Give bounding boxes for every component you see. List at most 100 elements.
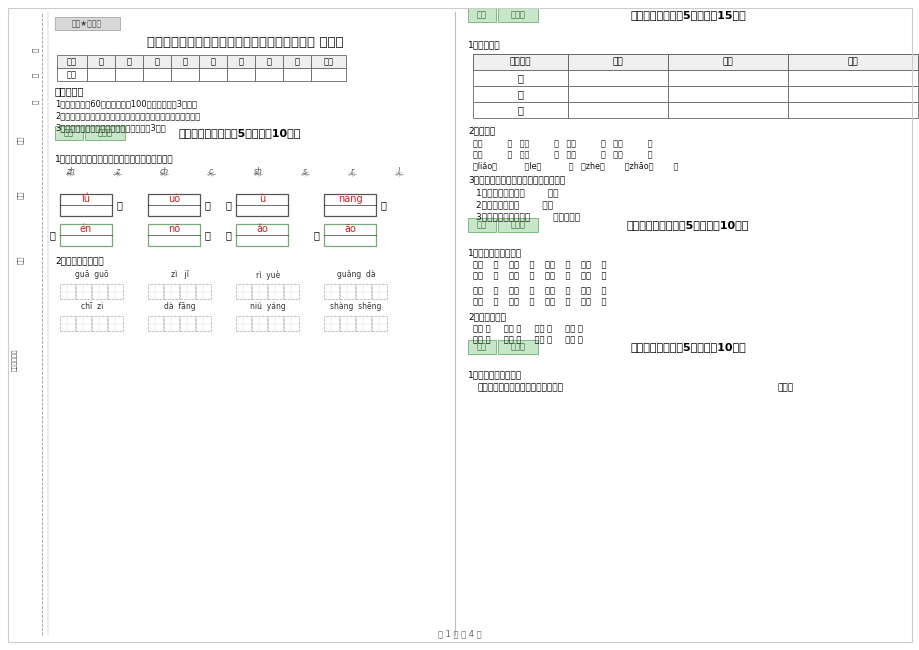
- Bar: [788, 102, 917, 118]
- Bar: [180, 284, 195, 299]
- Bar: [323, 284, 338, 299]
- Bar: [164, 284, 179, 299]
- Text: 下: 下: [205, 200, 210, 210]
- Bar: [284, 316, 299, 331]
- Text: 德（    ）    住（    ）    他（    ）    香（    ）: 德（ ） 住（ ） 他（ ） 香（ ）: [472, 297, 606, 306]
- Bar: [236, 316, 251, 331]
- Bar: [164, 316, 179, 331]
- Text: 2、看拼音写词语。: 2、看拼音写词语。: [55, 256, 104, 265]
- Bar: [60, 224, 112, 246]
- Text: 1、考试时间：60分钟。满分为100分（含卷面分3分）。: 1、考试时间：60分钟。满分为100分（含卷面分3分）。: [55, 99, 197, 108]
- Text: 不用染料不用笔，几步就成一幅画。: 不用染料不用笔，几步就成一幅画。: [478, 383, 563, 392]
- Bar: [196, 284, 210, 299]
- Text: 2、爷爷老，我（        ）。: 2、爷爷老，我（ ）。: [475, 200, 552, 209]
- Bar: [171, 68, 199, 81]
- Text: 情: 情: [517, 73, 523, 83]
- Bar: [667, 86, 788, 102]
- Bar: [85, 126, 125, 140]
- Bar: [252, 284, 267, 299]
- Bar: [115, 55, 142, 68]
- Bar: [283, 68, 311, 81]
- Text: 题号: 题号: [67, 57, 77, 66]
- Bar: [60, 316, 75, 331]
- Text: 情（          ）   原（          ）   很（          ）   新（          ）: 情（ ） 原（ ） 很（ ） 新（ ）: [472, 150, 652, 159]
- Text: 叶: 叶: [117, 200, 123, 210]
- Text: 七: 七: [267, 57, 271, 66]
- Bar: [340, 284, 355, 299]
- Text: 学校: 学校: [17, 255, 23, 265]
- Text: shàng  shēng: shàng shēng: [330, 302, 381, 311]
- Bar: [142, 68, 171, 81]
- Text: 二、填空题（每题5分，共计15分）: 二、填空题（每题5分，共计15分）: [630, 10, 745, 20]
- Bar: [472, 86, 567, 102]
- Text: 音序: 音序: [612, 57, 623, 66]
- Text: 忘: 忘: [517, 105, 523, 115]
- Text: 组词: 组词: [846, 57, 857, 66]
- Bar: [468, 218, 495, 232]
- Text: 密: 密: [31, 48, 39, 52]
- Bar: [667, 70, 788, 86]
- Bar: [76, 284, 91, 299]
- Bar: [199, 68, 227, 81]
- Text: 得（    ）    往（    ）    地（    ）    秀（    ）: 得（ ） 往（ ） 地（ ） 秀（ ）: [472, 286, 606, 295]
- Text: 音节: 音节: [721, 57, 732, 66]
- Text: 浙江省重点小学一年级语文上学期期末考试试卷 附答案: 浙江省重点小学一年级语文上学期期末考试试卷 附答案: [146, 36, 343, 49]
- Bar: [788, 70, 917, 86]
- Bar: [227, 68, 255, 81]
- Bar: [497, 218, 538, 232]
- Bar: [115, 68, 142, 81]
- Text: 千（    ）    明（    ）    牛（    ）    妈（    ）: 千（ ） 明（ ） 牛（ ） 妈（ ）: [472, 260, 606, 269]
- Text: 评卷人: 评卷人: [97, 129, 112, 138]
- Bar: [108, 316, 123, 331]
- Bar: [255, 55, 283, 68]
- Bar: [267, 316, 283, 331]
- Bar: [472, 102, 567, 118]
- Text: 1、想一想，连一连。: 1、想一想，连一连。: [468, 370, 522, 379]
- Text: 六: 六: [238, 57, 244, 66]
- Bar: [55, 126, 83, 140]
- Bar: [142, 55, 171, 68]
- Text: 2、我会组词。: 2、我会组词。: [468, 312, 505, 321]
- Text: āo: āo: [344, 224, 356, 235]
- Bar: [788, 54, 917, 70]
- Bar: [323, 224, 376, 246]
- Bar: [87, 68, 115, 81]
- Bar: [92, 316, 107, 331]
- Bar: [371, 284, 387, 299]
- Bar: [497, 340, 538, 354]
- Bar: [311, 68, 346, 81]
- Text: 评卷人: 评卷人: [510, 220, 525, 229]
- Bar: [323, 194, 376, 216]
- Text: 郝: 郝: [517, 89, 523, 99]
- Text: 自（ ）     开（ ）     乐（ ）     开（ ）: 自（ ） 开（ ） 乐（ ） 开（ ）: [472, 335, 583, 344]
- Bar: [283, 55, 311, 68]
- Bar: [788, 86, 917, 102]
- Text: 封: 封: [31, 73, 39, 77]
- Text: 老: 老: [49, 230, 55, 240]
- Text: 一、拼音部分（每题5分，共计10分）: 一、拼音部分（每题5分，共计10分）: [178, 128, 301, 138]
- Bar: [148, 194, 199, 216]
- Text: 告: 告: [225, 200, 231, 210]
- Text: （霜）: （霜）: [777, 383, 793, 392]
- Text: dà  fāng: dà fāng: [164, 302, 196, 311]
- Text: 干（    ）    朋（    ）    生（    ）    奶（    ）: 干（ ） 朋（ ） 生（ ） 奶（ ）: [472, 271, 606, 280]
- Bar: [472, 54, 567, 70]
- Text: én: én: [80, 224, 92, 235]
- Bar: [267, 284, 283, 299]
- Bar: [567, 54, 667, 70]
- Text: 评卷人: 评卷人: [510, 343, 525, 352]
- Bar: [468, 340, 495, 354]
- Text: 总分: 总分: [323, 57, 333, 66]
- Text: nāng: nāng: [337, 194, 362, 205]
- Bar: [667, 54, 788, 70]
- Text: rì  yuè: rì yuè: [255, 270, 279, 280]
- Text: 户: 户: [380, 200, 387, 210]
- Text: 1、给下列生字组词。: 1、给下列生字组词。: [468, 248, 522, 257]
- Bar: [340, 316, 355, 331]
- Text: 天（ ）     土（ ）     出（ ）     中（ ）: 天（ ） 土（ ） 出（ ） 中（ ）: [472, 324, 583, 333]
- Text: 姓名: 姓名: [17, 136, 23, 144]
- Bar: [180, 316, 195, 331]
- Text: 五: 五: [210, 57, 215, 66]
- Bar: [567, 70, 667, 86]
- Text: 考试须知：: 考试须知：: [55, 86, 85, 96]
